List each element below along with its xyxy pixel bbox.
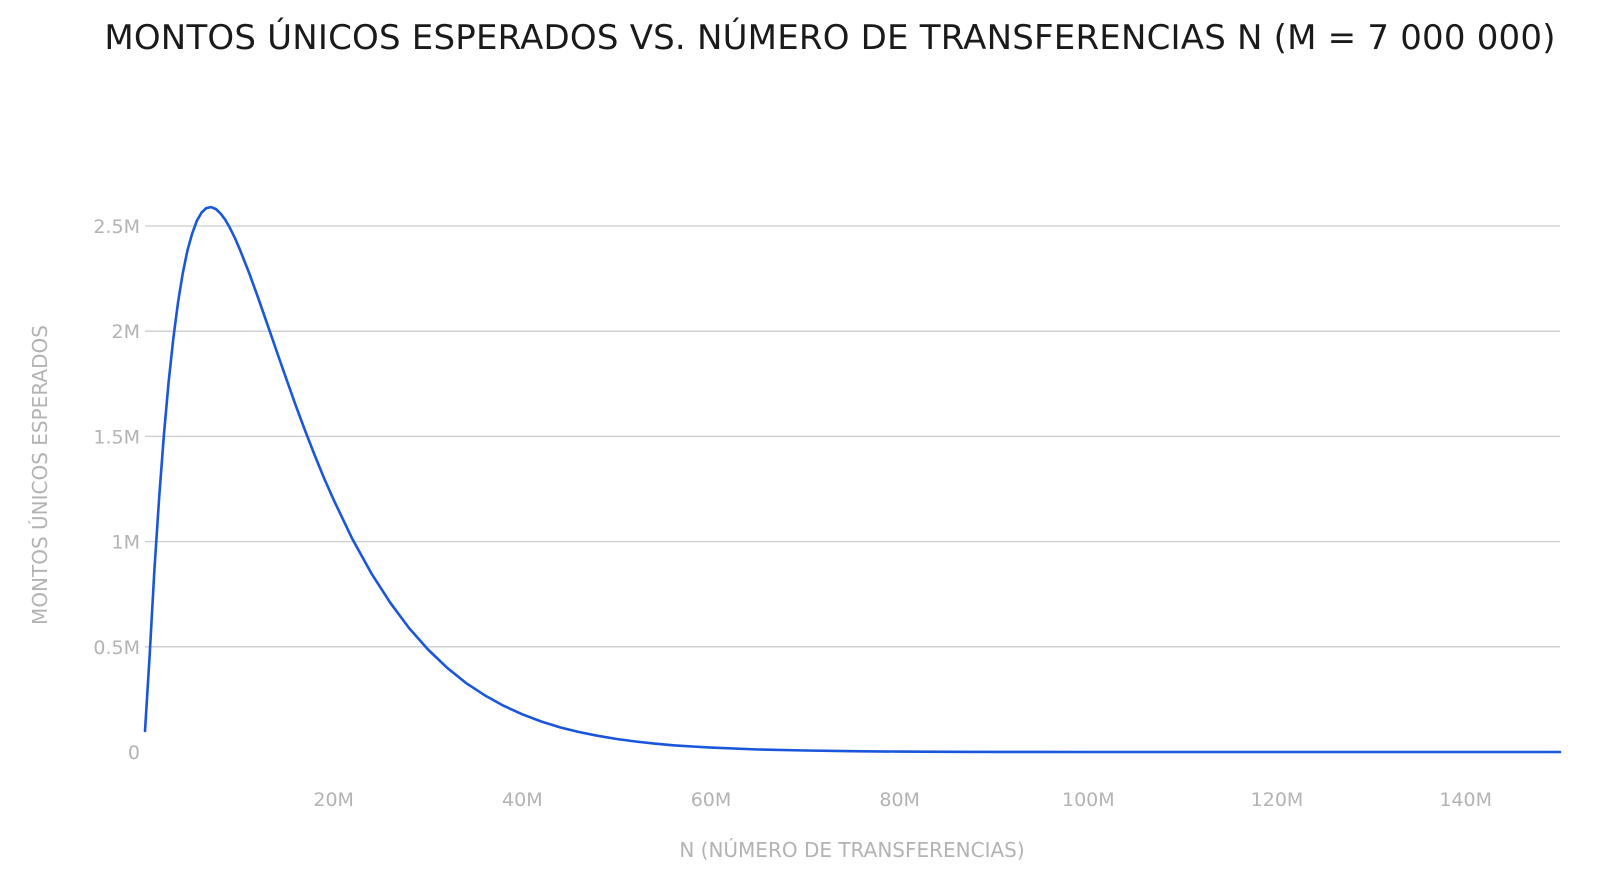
x-axis-ticks: 20M 40M 60M 80M 100M 120M 140M bbox=[313, 789, 1492, 811]
x-tick-label: 60M bbox=[691, 789, 732, 811]
x-tick-label: 120M bbox=[1251, 789, 1304, 811]
y-axis-ticks: 0 0.5M 1M 1.5M 2M 2.5M bbox=[93, 216, 140, 764]
series-layer bbox=[143, 205, 1562, 754]
y-tick-label: 0.5M bbox=[93, 637, 140, 659]
chart-title: MONTOS ÚNICOS ESPERADOS VS. NÚMERO DE TR… bbox=[104, 18, 1556, 58]
series-line bbox=[143, 205, 1562, 754]
y-tick-label: 1.5M bbox=[93, 426, 140, 448]
x-tick-label: 20M bbox=[313, 789, 354, 811]
y-axis-title: MONTOS ÚNICOS ESPERADOS bbox=[28, 325, 52, 625]
y-tick-label: 2.5M bbox=[93, 216, 140, 238]
y-tick-label: 1M bbox=[112, 532, 140, 554]
grid-lines bbox=[145, 225, 1560, 648]
x-tick-label: 80M bbox=[879, 789, 920, 811]
y-tick-label: 2M bbox=[112, 321, 140, 343]
x-tick-label: 100M bbox=[1062, 789, 1115, 811]
x-axis-title: N (NÚMERO DE TRANSFERENCIAS) bbox=[679, 838, 1024, 862]
x-tick-label: 40M bbox=[502, 789, 543, 811]
x-tick-label: 140M bbox=[1439, 789, 1492, 811]
y-tick-label: 0 bbox=[128, 742, 140, 764]
